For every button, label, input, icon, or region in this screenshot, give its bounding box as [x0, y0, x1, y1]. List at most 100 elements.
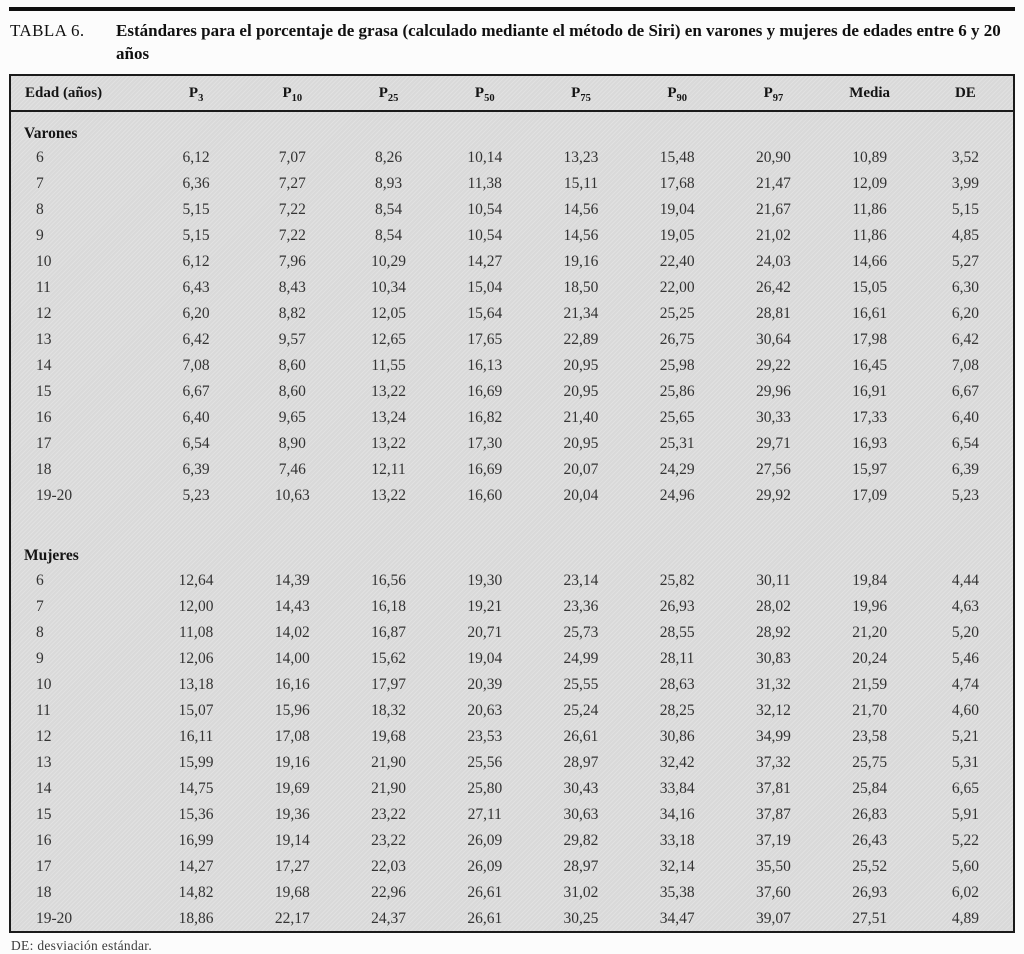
cell-value: 8,93	[374, 175, 403, 192]
cell-value: 23,22	[371, 806, 406, 823]
cell-value: 18,32	[371, 702, 406, 719]
cell-value: 26,61	[467, 884, 503, 901]
cell-value: 25,25	[659, 305, 695, 322]
cell-value: 6,12	[182, 253, 210, 270]
cell-value: 3,52	[951, 149, 979, 166]
cell-value: 28,02	[755, 598, 791, 615]
cell-edad: 7	[36, 598, 44, 615]
cell-value: 20,95	[563, 435, 599, 452]
cell-value: 7,46	[278, 461, 306, 478]
col-header-p10: P10	[244, 75, 341, 112]
table-row: 15 15,36 19,36 23,22 27,11 30,63 34,16 37,87 26,…	[10, 802, 1014, 828]
cell-value: 12,11	[371, 461, 406, 478]
cell-value: 29,92	[755, 487, 791, 504]
cell-value: 19,36	[274, 806, 310, 823]
cell-value: 26,42	[755, 279, 791, 296]
cell-value: 25,52	[852, 858, 888, 875]
cell-value: 16,93	[852, 435, 888, 452]
cell-edad: 10	[36, 253, 52, 270]
cell-value: 8,54	[374, 227, 403, 244]
cell-edad: 8	[36, 201, 44, 218]
cell-value: 14,56	[563, 227, 599, 244]
cell-value: 19,16	[563, 253, 599, 270]
cell-value: 6,39	[951, 461, 979, 478]
cell-value: 39,07	[755, 909, 791, 927]
table-row: 9 12,06 14,00 15,62 19,04 24,99 28,11 30,83 20,2…	[10, 646, 1014, 672]
cell-value: 26,09	[467, 858, 503, 875]
cell-value: 25,24	[563, 702, 599, 719]
cell-value: 11,55	[371, 357, 406, 374]
caption-label: TABLA 6.	[10, 21, 85, 40]
cell-value: 19,68	[274, 884, 310, 901]
cell-value: 3,99	[951, 175, 979, 192]
table-row: 11 15,07 15,96 18,32 20,63 25,24 28,25 32,12 21,…	[10, 698, 1014, 724]
cell-value: 10,29	[371, 253, 406, 270]
cell-value: 8,54	[374, 201, 403, 218]
table-row: 6 12,64 14,39 16,56 19,30 23,14 25,82 30,11 19,8…	[10, 568, 1014, 594]
cell-value: 19,14	[274, 832, 310, 849]
cell-value: 19,30	[467, 572, 503, 589]
table-row: 18 6,39 7,46 12,11 16,69 20,07 24,29 27,56 15,97…	[10, 457, 1014, 483]
cell-value: 25,31	[659, 435, 695, 452]
cell-value: 6,43	[182, 279, 210, 296]
cell-value: 11,08	[178, 624, 214, 641]
cell-value: 17,97	[371, 676, 406, 693]
cell-value: 6,20	[182, 305, 210, 322]
cell-value: 12,65	[371, 331, 406, 348]
cell-value: 13,18	[178, 676, 214, 693]
cell-value: 13,22	[371, 383, 406, 400]
section-label: Varones	[24, 124, 78, 142]
cell-value: 28,97	[563, 754, 599, 771]
cell-value: 37,81	[755, 780, 791, 797]
cell-value: 14,56	[563, 201, 599, 218]
cell-value: 20,95	[563, 357, 599, 374]
cell-value: 7,07	[278, 149, 306, 166]
section-label-row-varones: Varones	[10, 111, 1014, 145]
cell-value: 19,21	[467, 598, 503, 615]
cell-value: 30,64	[755, 331, 791, 348]
cell-value: 28,11	[660, 650, 695, 667]
cell-value: 15,11	[563, 175, 599, 192]
table-row: 11 6,43 8,43 10,34 15,04 18,50 22,00 26,42 15,05…	[10, 275, 1014, 301]
cell-value: 30,86	[659, 728, 695, 745]
cell-value: 5,15	[182, 227, 210, 244]
cell-edad: 19-20	[36, 909, 73, 927]
percentile-table: Edad (años) P3 P10 P25 P50 P75 P90 P97 Media DE V…	[9, 74, 1015, 933]
cell-value: 20,24	[852, 650, 888, 667]
cell-value: 20,95	[563, 383, 599, 400]
cell-value: 29,96	[755, 383, 791, 400]
cell-value: 7,27	[278, 175, 306, 192]
table-row: 6 6,12 7,07 8,26 10,14 13,23 15,48 20,90 10,89 3,…	[10, 145, 1014, 171]
cell-value: 30,83	[755, 650, 791, 667]
cell-value: 15,62	[371, 650, 406, 667]
cell-edad: 11	[36, 702, 51, 719]
cell-value: 32,12	[755, 702, 791, 719]
cell-value: 4,60	[951, 702, 979, 719]
cell-value: 37,87	[755, 806, 791, 823]
cell-value: 6,42	[951, 331, 979, 348]
cell-value: 24,99	[563, 650, 599, 667]
cell-value: 16,56	[371, 572, 406, 589]
cell-value: 16,13	[467, 357, 503, 374]
cell-value: 6,42	[182, 331, 210, 348]
cell-edad: 15	[36, 806, 52, 823]
cell-value: 9,57	[278, 331, 306, 348]
cell-value: 6,12	[182, 149, 210, 166]
cell-value: 12,09	[852, 175, 888, 192]
cell-edad: 13	[36, 331, 52, 348]
cell-value: 32,14	[659, 858, 695, 875]
cell-value: 5,15	[182, 201, 210, 218]
cell-value: 30,43	[563, 780, 599, 797]
cell-value: 21,90	[371, 780, 406, 797]
cell-value: 21,40	[563, 409, 599, 426]
cell-value: 4,63	[951, 598, 979, 615]
cell-value: 15,97	[852, 461, 888, 478]
cell-value: 15,07	[178, 702, 214, 719]
cell-value: 24,03	[755, 253, 791, 270]
cell-value: 7,96	[278, 253, 306, 270]
top-rule	[9, 7, 1015, 11]
cell-value: 6,36	[182, 175, 210, 192]
cell-value: 14,27	[178, 858, 214, 875]
cell-value: 28,25	[659, 702, 695, 719]
cell-value: 20,39	[467, 676, 503, 693]
